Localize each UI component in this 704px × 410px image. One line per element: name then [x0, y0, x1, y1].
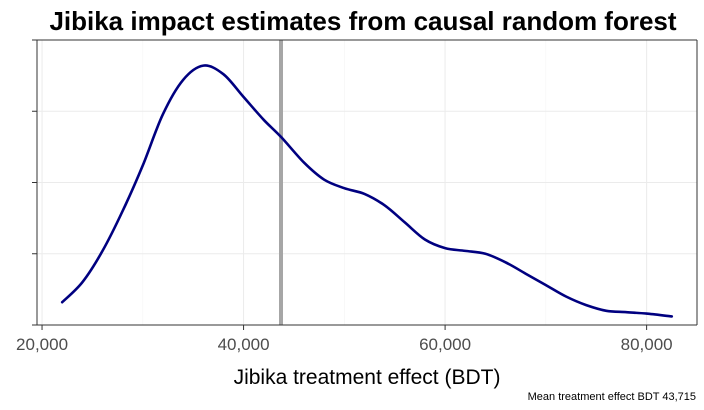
x-tick-label-1: 40,000 [218, 335, 270, 354]
x-axis-title: Jibika treatment effect (BDT) [234, 366, 501, 389]
caption: Mean treatment effect BDT 43,715 [528, 391, 696, 403]
x-tick-label-2: 60,000 [419, 335, 471, 354]
series-layer [60, 64, 674, 318]
x-tick-label-3: 80,000 [621, 335, 673, 354]
density-line-0 [60, 64, 674, 318]
axes: 20,000 40,000 60,000 80,000 [16, 39, 698, 354]
x-tick-label-0: 20,000 [16, 335, 68, 354]
chart-title: Jibika impact estimates from causal rand… [49, 6, 676, 36]
